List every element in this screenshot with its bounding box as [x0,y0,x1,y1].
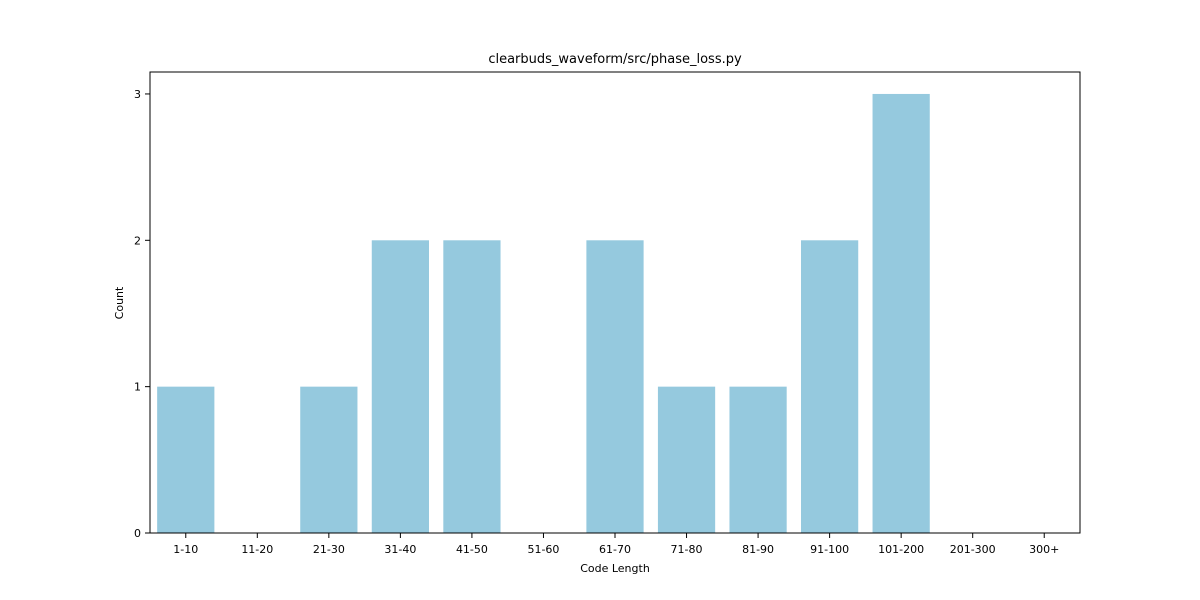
x-tick-label: 101-200 [878,543,924,556]
x-tick-label: 41-50 [456,543,488,556]
y-tick-label: 0 [134,527,141,540]
x-tick-label: 300+ [1029,543,1059,556]
y-tick-label: 2 [134,234,141,247]
bar-91-100 [801,240,859,534]
x-tick-label: 201-300 [950,543,996,556]
bar-21-30 [300,386,358,533]
bar-101-200 [872,93,930,533]
y-tick-label: 1 [134,381,141,394]
x-tick-label: 91-100 [810,543,849,556]
y-axis-label: Count [113,286,126,319]
x-tick-label: 31-40 [384,543,416,556]
bar-71-80 [657,386,716,533]
chart-title: clearbuds_waveform/src/phase_loss.py [488,52,742,67]
x-tick-label: 81-90 [742,543,774,556]
x-axis-label: Code Length [580,562,650,575]
bar-81-90 [729,386,787,533]
y-tick-label: 3 [134,88,141,101]
x-tick-label: 11-20 [241,543,273,556]
bar-41-50 [443,240,501,534]
x-axis: 1-10 11-20 21-30 31-40 41-50 51-60 61-70 71-80 8… [173,533,1059,556]
bars-group [157,93,930,534]
x-tick-label: 1-10 [173,543,198,556]
x-tick-label: 51-60 [527,543,559,556]
x-tick-label: 71-80 [671,543,703,556]
x-tick-label: 61-70 [599,543,631,556]
bar-1-10 [157,386,215,533]
y-axis: 0 1 2 3 [134,88,150,540]
bar-61-70 [586,240,644,534]
x-tick-label: 21-30 [313,543,345,556]
bar-31-40 [371,240,429,534]
